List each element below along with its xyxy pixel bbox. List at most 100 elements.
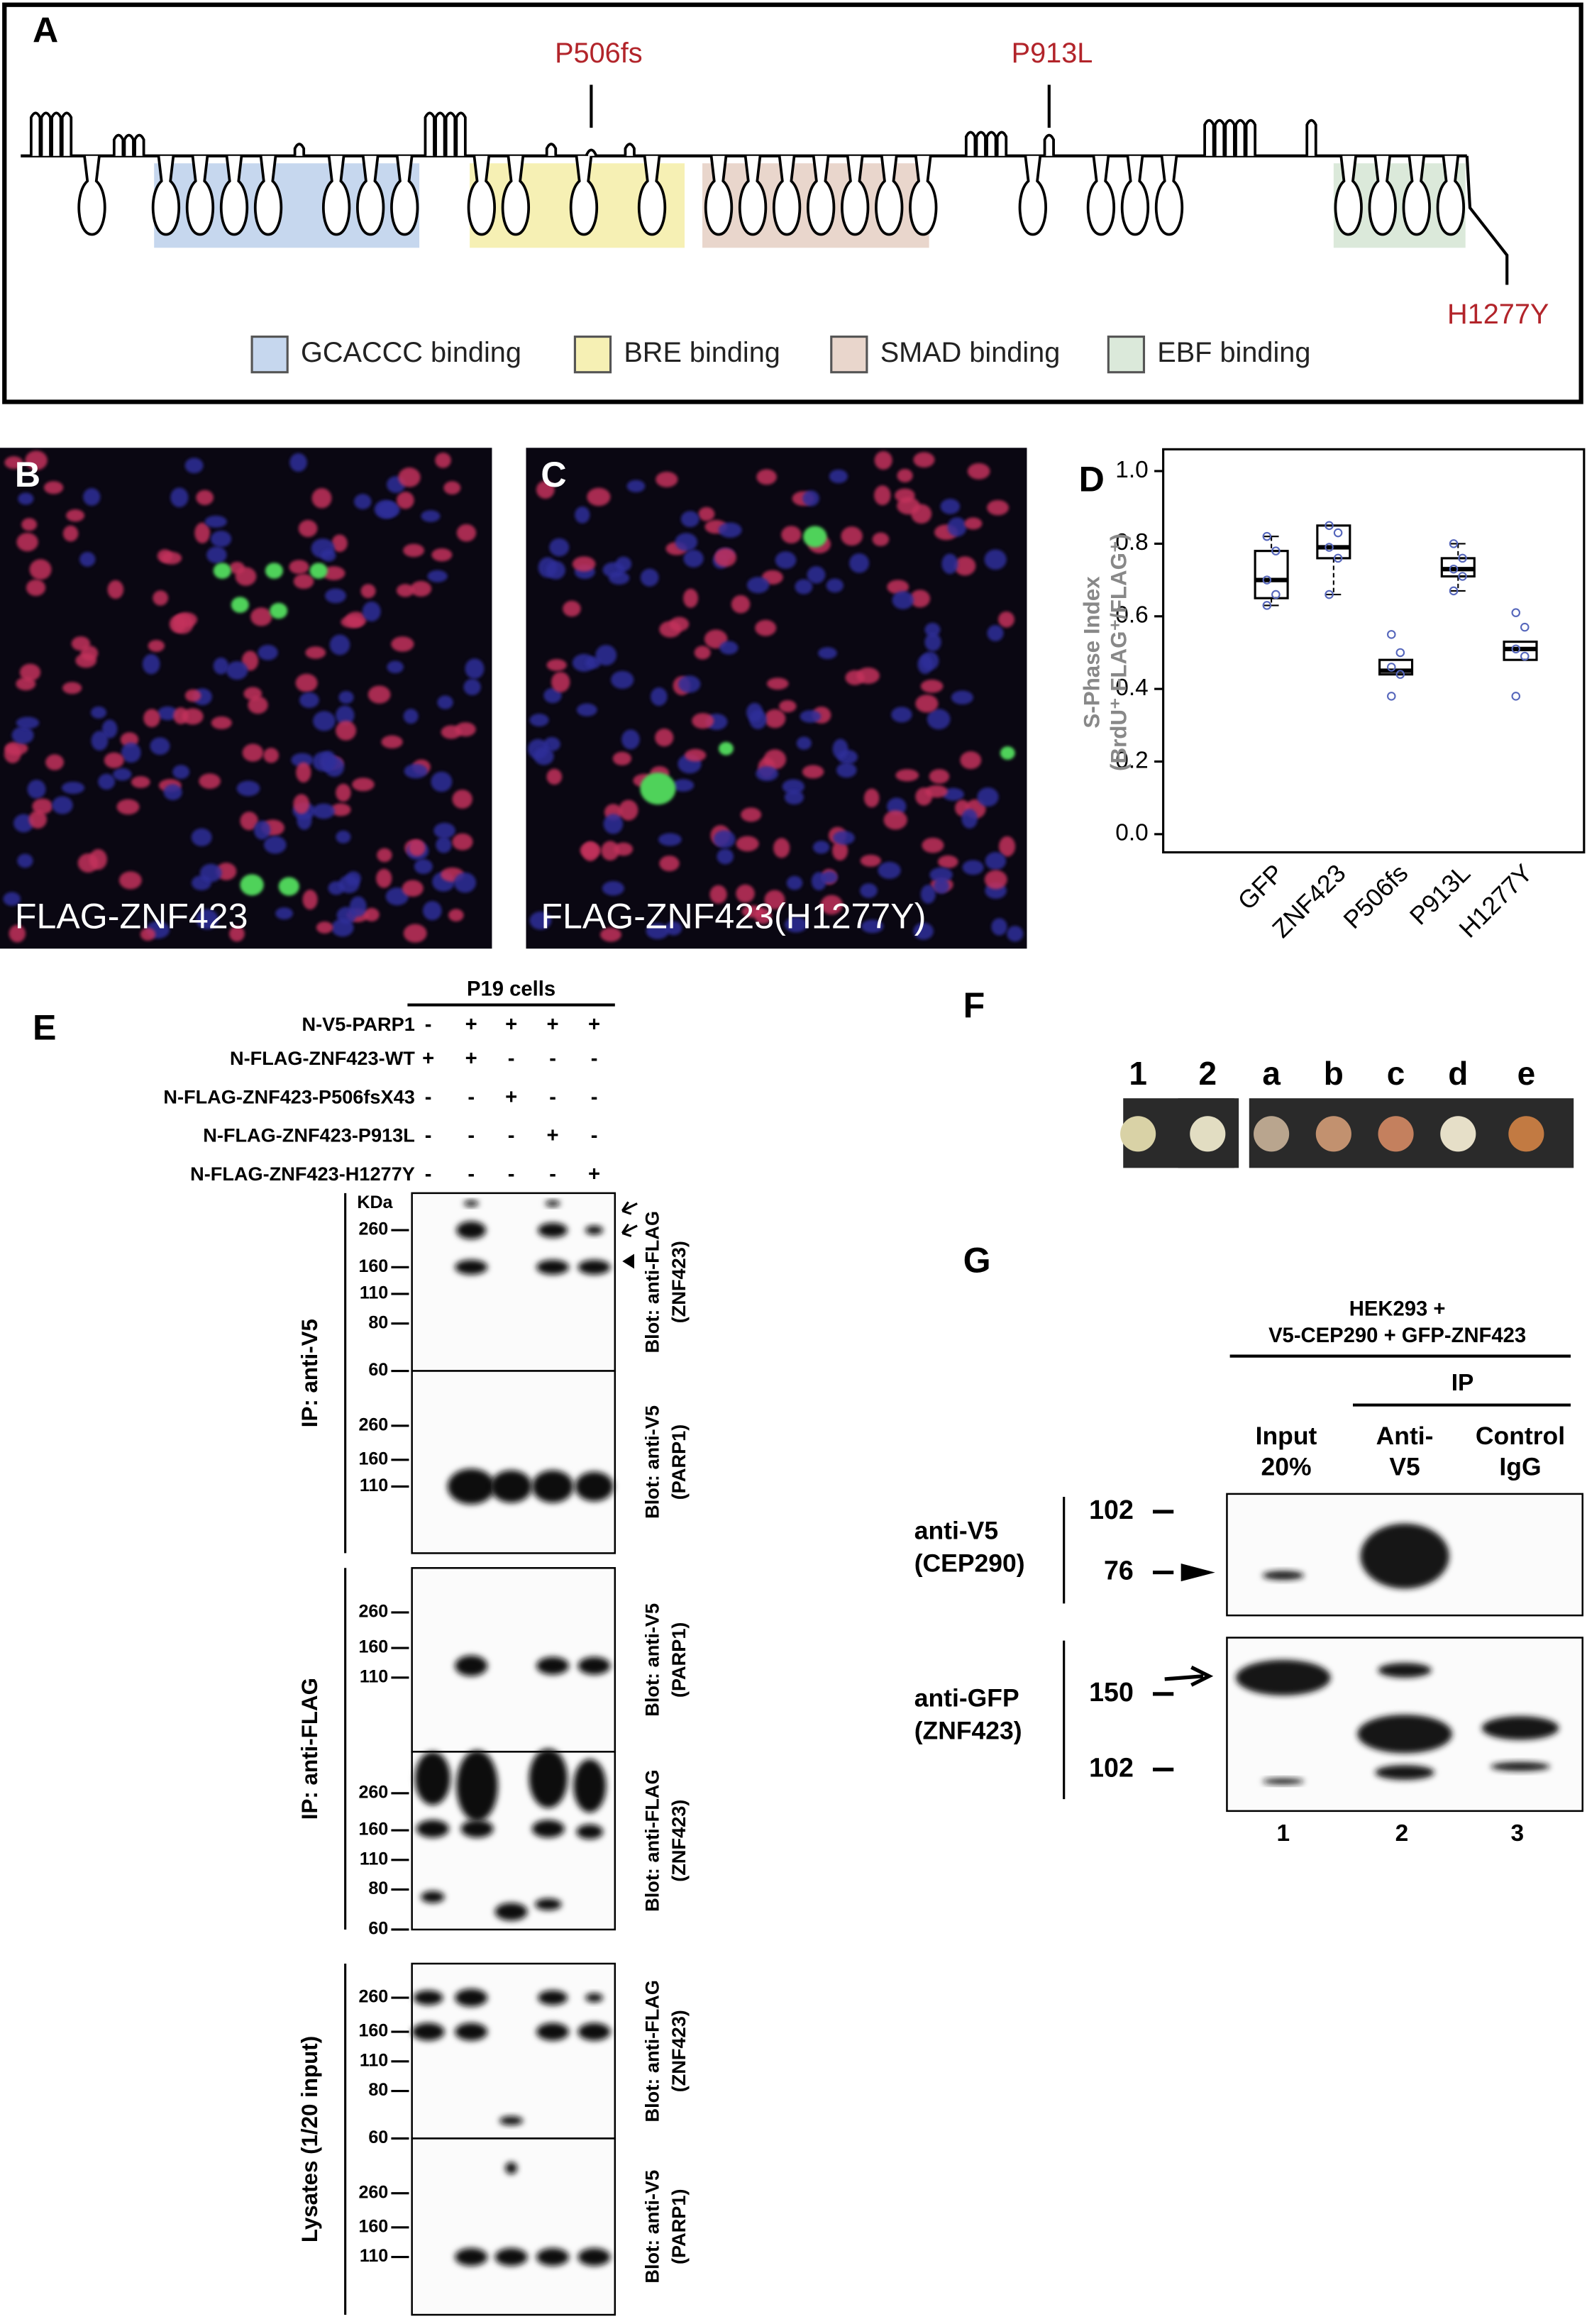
nucleus — [575, 506, 590, 524]
nucleus — [403, 709, 419, 724]
plot-frame — [1162, 448, 1586, 854]
zinc-finger-up — [60, 111, 73, 156]
nucleus — [17, 853, 33, 868]
nucleus — [658, 833, 682, 846]
nucleus — [397, 491, 414, 509]
nucleus — [909, 590, 931, 608]
mw-marker: 102 — [1089, 1495, 1134, 1525]
band — [413, 1990, 443, 2005]
nucleus — [199, 773, 221, 789]
mw-marker: 80 — [368, 2080, 388, 2100]
nucleus — [403, 924, 427, 943]
nucleus — [601, 841, 619, 861]
nucleus — [336, 830, 351, 843]
nucleus — [52, 796, 73, 814]
band — [455, 2023, 488, 2041]
y-axis-label: S-Phase Index — [1080, 576, 1105, 729]
nucleus — [27, 780, 46, 799]
transfected-nucleus — [803, 526, 827, 548]
nucleus — [895, 769, 919, 782]
nucleus — [275, 907, 293, 920]
nucleus — [533, 747, 554, 765]
nucleus — [546, 768, 563, 785]
nucleus — [3, 892, 21, 906]
nucleus — [795, 579, 813, 594]
band — [577, 1259, 611, 1275]
band — [414, 1752, 450, 1805]
nucleus — [391, 636, 414, 652]
mutation-label: H1277Y — [1447, 299, 1549, 330]
legend-label: BRE binding — [624, 337, 780, 368]
transfected-nucleus — [240, 874, 264, 896]
nucleus — [16, 716, 40, 729]
condition-sign: + — [465, 1014, 477, 1036]
legend-swatch — [573, 336, 612, 374]
nucleus — [316, 922, 333, 934]
mw-marker: 110 — [360, 1476, 388, 1495]
nucleus — [576, 703, 597, 716]
band — [1375, 1765, 1434, 1780]
nucleus — [746, 577, 770, 594]
data-point — [1262, 531, 1272, 541]
nucleus — [915, 695, 939, 713]
nucleus — [678, 675, 701, 693]
condition-sign: - — [591, 1048, 598, 1070]
transfected-nucleus — [719, 741, 734, 756]
legend-swatch — [250, 336, 289, 374]
nucleus — [263, 748, 280, 763]
nucleus — [45, 754, 65, 770]
zinc-finger-up — [29, 111, 42, 156]
nucleus — [360, 584, 376, 599]
nucleus — [924, 622, 941, 637]
nucleus — [396, 584, 414, 597]
nucleus — [717, 848, 734, 865]
nucleus — [546, 659, 567, 671]
mw-marker: 260 — [358, 1987, 388, 2007]
data-point — [1449, 539, 1459, 548]
nucleus — [83, 488, 101, 506]
nucleus — [11, 726, 34, 744]
nucleus — [170, 487, 189, 508]
nucleus — [173, 707, 189, 724]
mw-marker: 260 — [358, 1219, 388, 1239]
nucleus — [329, 634, 350, 655]
colony-label: e — [1517, 1055, 1536, 1092]
nucleus — [680, 511, 700, 528]
zinc-finger-up — [1224, 118, 1236, 156]
mw-marker: 150 — [1089, 1677, 1134, 1707]
mw-marker: 60 — [368, 1360, 388, 1380]
band — [575, 1471, 614, 1502]
zinc-finger — [704, 155, 734, 236]
nucleus — [529, 714, 549, 727]
data-point — [1395, 670, 1405, 679]
mutation-label: P506fs — [555, 38, 643, 69]
band — [538, 1990, 568, 2005]
image-caption: FLAG-ZNF423(H1277Y) — [541, 897, 926, 936]
nucleus — [194, 522, 211, 543]
nucleus — [672, 779, 695, 792]
nucleus — [977, 787, 999, 807]
column-label: Anti- — [1376, 1422, 1434, 1450]
nucleus — [784, 790, 804, 805]
band — [494, 1903, 528, 1921]
mw-marker: 160 — [358, 1256, 388, 1276]
nucleus — [646, 923, 670, 939]
lane-label: 2 — [1395, 1820, 1409, 1847]
nucleus — [143, 709, 160, 728]
zinc-finger — [772, 155, 802, 236]
nucleus — [549, 538, 570, 557]
nucleus — [295, 673, 318, 692]
band — [536, 2023, 570, 2041]
nucleus — [984, 870, 1007, 890]
condition-label: N-V5-PARP1 — [302, 1013, 414, 1035]
y-axis-label: (BrdU⁺ FLAG⁺/FLAG⁺) — [1106, 533, 1131, 771]
nucleus — [140, 928, 156, 941]
group-label: IP: anti-FLAG — [297, 1678, 322, 1820]
blot-header: HEK293 + — [1349, 1298, 1446, 1321]
band — [416, 1820, 449, 1838]
mw-marker: 60 — [368, 1919, 388, 1939]
nucleus — [297, 810, 312, 830]
nucleus — [352, 778, 375, 792]
panel-label: C — [541, 455, 566, 494]
micrograph — [0, 448, 492, 949]
